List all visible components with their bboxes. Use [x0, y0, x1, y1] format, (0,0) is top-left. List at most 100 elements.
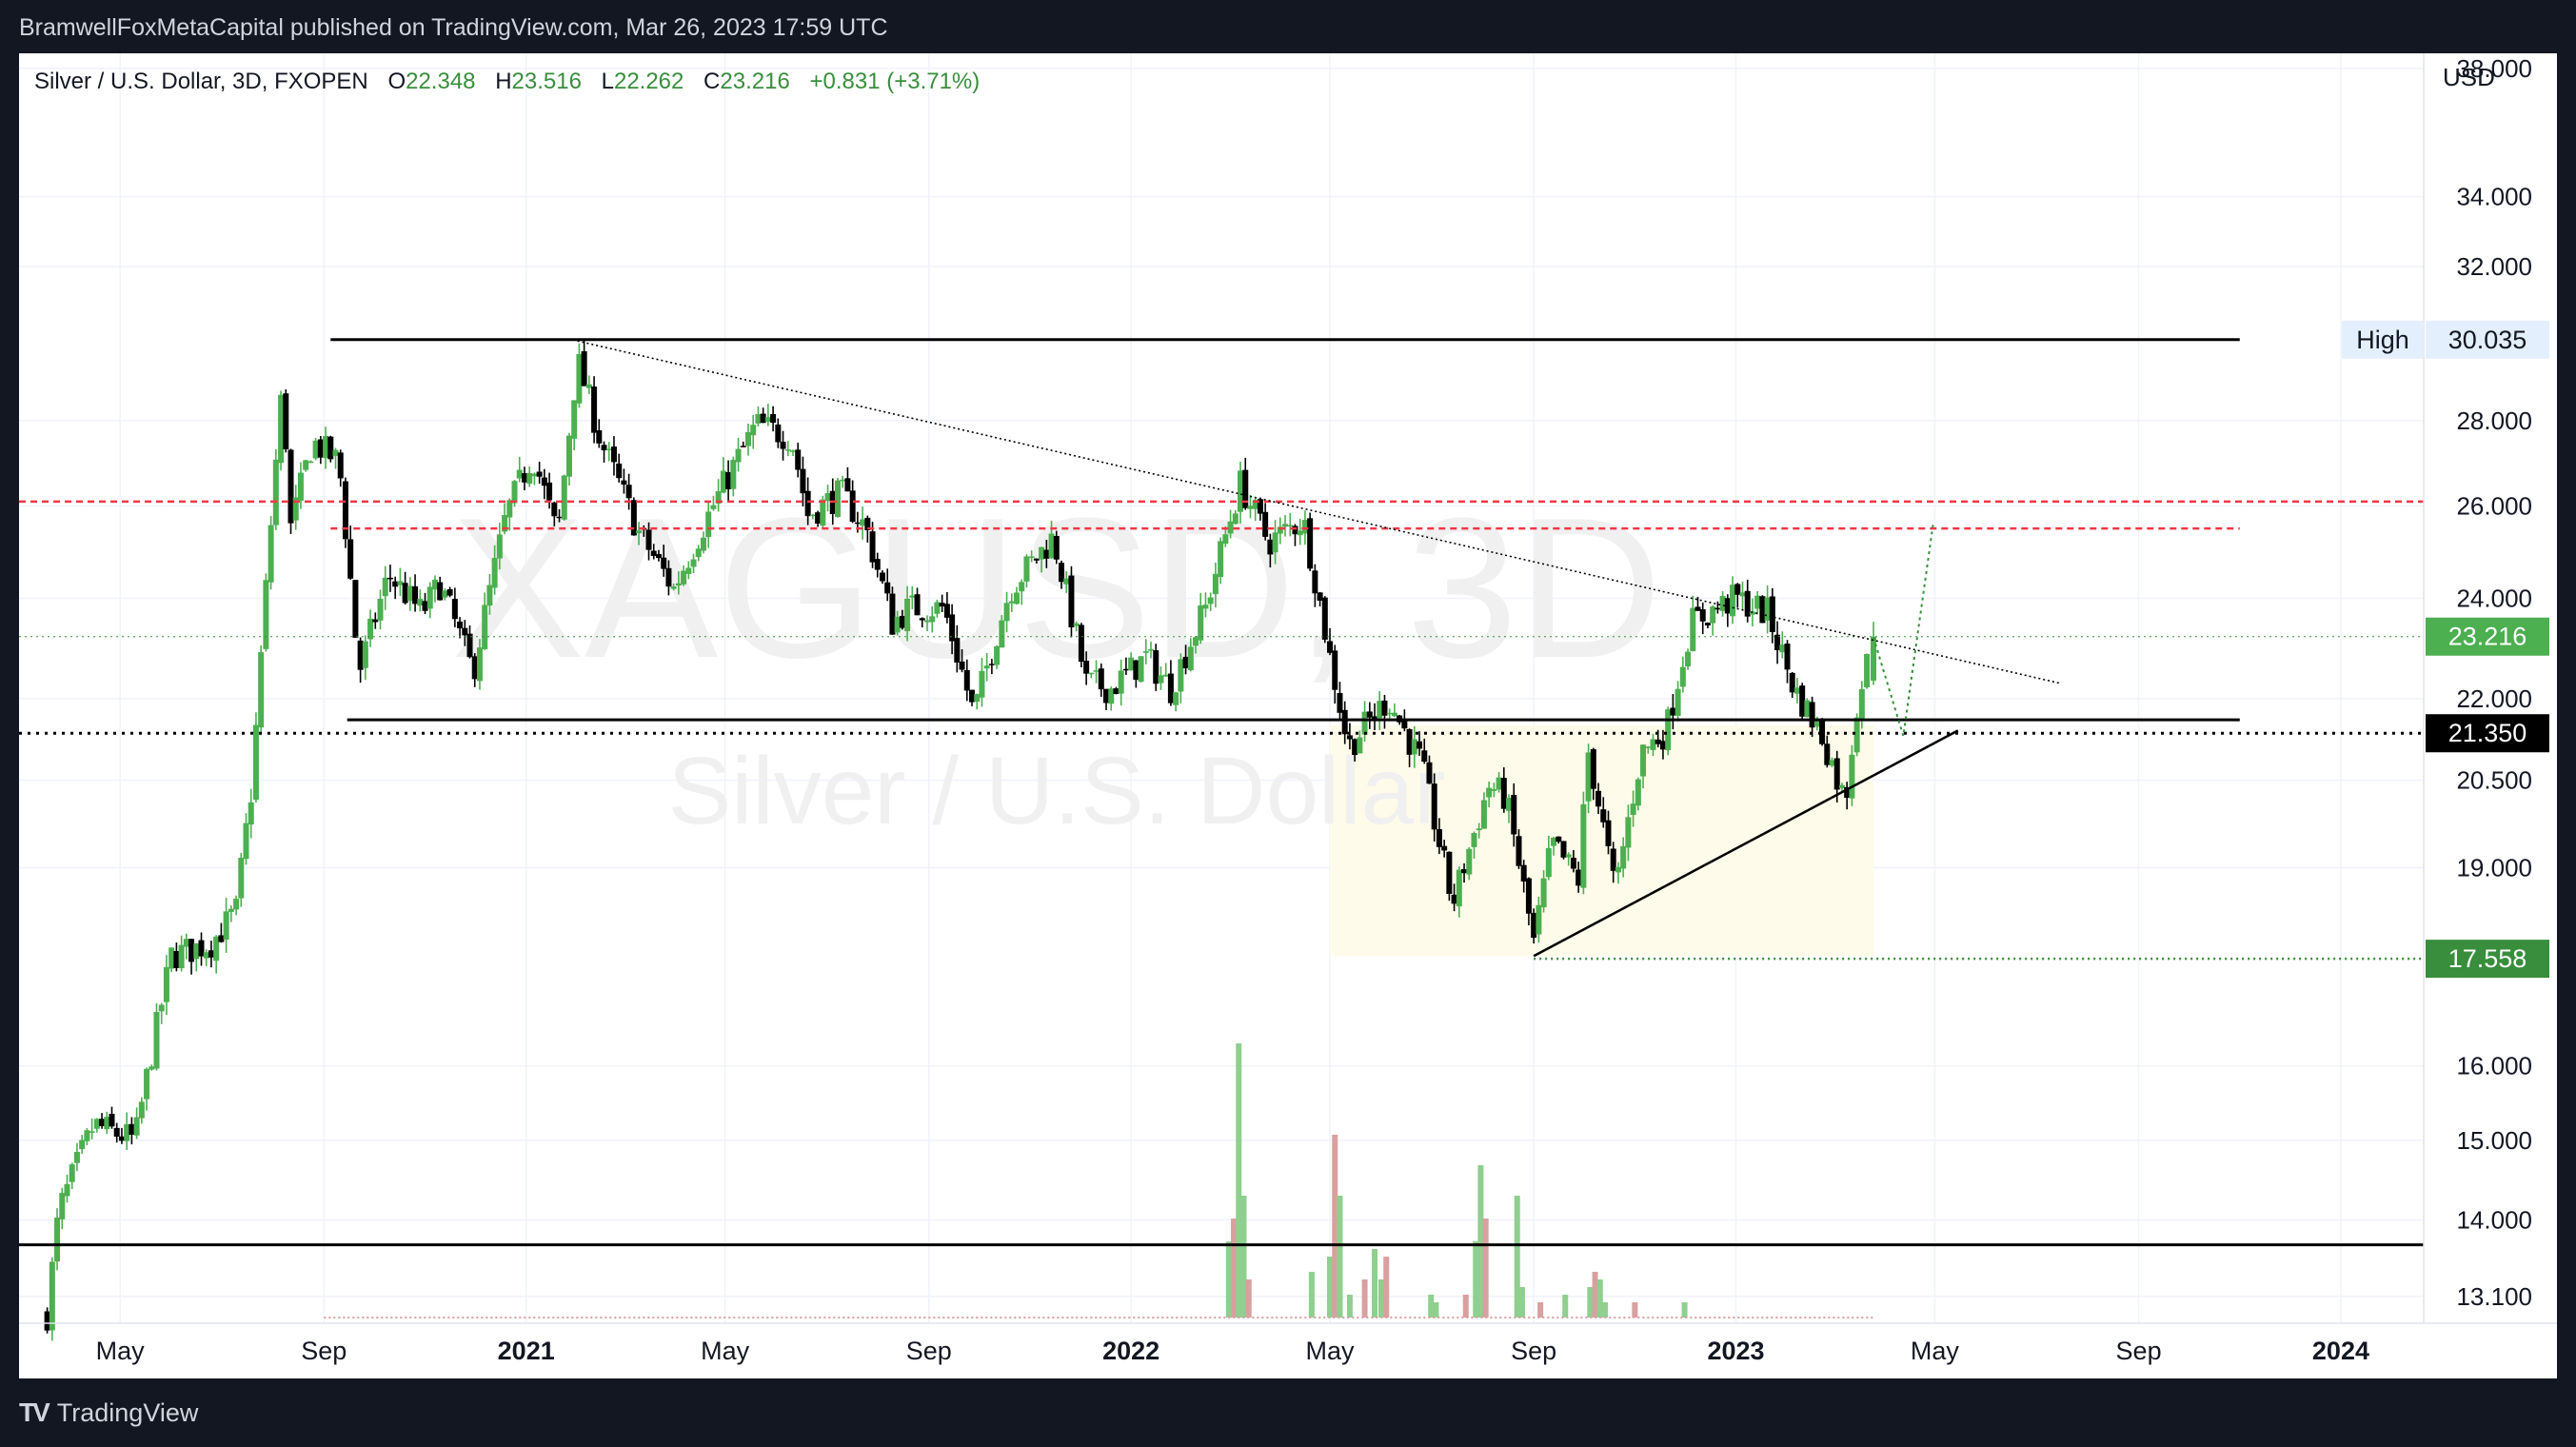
candle-down: [1292, 525, 1298, 535]
candle-up: [1480, 800, 1487, 829]
volume-bar: [1632, 1302, 1638, 1318]
candle-up: [1028, 556, 1035, 559]
candle-up: [1093, 670, 1100, 672]
candle-down: [1525, 878, 1532, 914]
candle-up: [406, 585, 413, 602]
candle-down: [601, 445, 607, 451]
candle-up: [1232, 513, 1238, 525]
candle-up: [332, 449, 339, 456]
candle-up: [695, 548, 702, 558]
candle-up: [636, 530, 643, 534]
candle-up: [153, 1012, 160, 1069]
candle-up: [1779, 644, 1786, 653]
volume-bar: [1473, 1241, 1479, 1318]
price-tick-label: 34.000: [2456, 183, 2532, 211]
time-tick-label: 2023: [1708, 1337, 1765, 1365]
candle-down: [457, 621, 464, 629]
candle-up: [278, 394, 285, 464]
candle-down: [1744, 590, 1751, 617]
candle-up: [397, 581, 404, 585]
candle-down: [1451, 894, 1457, 904]
candle-down: [760, 413, 766, 424]
watermark-ticker: XAGUSD, 3D: [451, 476, 1662, 700]
candle-up: [1749, 611, 1755, 615]
candle-down: [113, 1127, 120, 1137]
candle-up: [1142, 651, 1149, 653]
candle-up: [1202, 605, 1209, 609]
candle-up: [1471, 833, 1477, 847]
candle-up: [1585, 752, 1592, 802]
candle-down: [109, 1114, 115, 1127]
candle-down: [99, 1119, 106, 1126]
time-axis[interactable]: May Sep 2021 May Sep 2022 May Sep 2023 May Sep 2024: [96, 1337, 2369, 1365]
candle-down: [884, 582, 891, 594]
time-tick-label: May: [96, 1337, 146, 1365]
candle-up: [1173, 692, 1179, 705]
candle-up: [1252, 500, 1258, 509]
candle-up: [252, 724, 259, 801]
candle-up: [1207, 597, 1214, 605]
volume-bar: [1587, 1287, 1594, 1318]
price-tick-label: 15.000: [2456, 1126, 2532, 1155]
candle-down: [129, 1123, 135, 1136]
candle-down: [1610, 848, 1616, 871]
legend-change: +0.831 (+3.71%): [809, 69, 980, 94]
volume-bar: [1602, 1302, 1609, 1318]
candle-down: [1167, 673, 1174, 704]
currency-label[interactable]: USD: [2443, 63, 2495, 91]
trend-line: [577, 340, 2060, 684]
candle-down: [1133, 660, 1139, 681]
candle-up: [789, 450, 796, 452]
candle-down: [1346, 735, 1353, 740]
candle-up: [1019, 582, 1025, 592]
price-axis[interactable]: 38.000 34.000 32.000 28.000 26.000 24.000 22.0…: [2456, 54, 2532, 1311]
price-label-value: 17.558: [2448, 944, 2527, 973]
price-label-value: 23.216: [2448, 623, 2527, 651]
candle-down: [44, 1311, 50, 1331]
symbol-watermark: XAGUSD, 3D Silver / U.S. Dollar: [451, 476, 1662, 844]
time-tick-label: Sep: [2116, 1337, 2162, 1365]
time-tick-label: May: [1911, 1337, 1960, 1365]
candle-up: [1247, 505, 1254, 509]
candle-down: [963, 669, 970, 691]
time-tick-label: Sep: [301, 1337, 347, 1365]
candle-down: [536, 471, 543, 477]
candle-up: [223, 911, 229, 940]
candle-down: [1381, 700, 1388, 716]
candle-up: [1227, 521, 1234, 534]
price-label-box: [2426, 714, 2549, 753]
candle-down: [1714, 607, 1721, 610]
candle-down: [874, 559, 881, 570]
candle-up: [1108, 688, 1115, 704]
candle-up: [79, 1140, 86, 1150]
candle-up: [1871, 636, 1877, 681]
candle-down: [665, 567, 672, 587]
volume-bar: [1462, 1295, 1469, 1318]
tradingview-logo-icon: TV: [19, 1397, 50, 1427]
candle-down: [471, 656, 478, 680]
candle-down: [347, 539, 354, 579]
candle-up: [1674, 688, 1681, 716]
price-label-tag: [2342, 320, 2424, 359]
legend-low-label: L: [602, 69, 614, 94]
candle-up: [243, 823, 249, 860]
candle-up: [904, 598, 911, 632]
candle-up: [1685, 651, 1692, 666]
candle-down: [1759, 596, 1766, 624]
price-chart[interactable]: XAGUSD, 3D Silver / U.S. Dollar Silver /…: [0, 0, 2576, 1378]
candle-down: [968, 689, 975, 703]
candle-down: [462, 627, 468, 636]
price-tick-label: 32.000: [2456, 252, 2532, 281]
candle-up: [442, 590, 448, 598]
candle-down: [849, 490, 856, 523]
candle-up: [1411, 739, 1417, 755]
tradingview-brand[interactable]: TV TradingView: [19, 1397, 198, 1428]
candle-down: [1441, 845, 1448, 851]
candle-down: [1824, 743, 1831, 765]
price-tick-label: 14.000: [2456, 1205, 2532, 1234]
candle-down: [1724, 598, 1731, 614]
candle-up: [1853, 717, 1860, 753]
candle-up: [1198, 605, 1204, 641]
candle-down: [939, 603, 945, 607]
candle-up: [516, 469, 523, 479]
